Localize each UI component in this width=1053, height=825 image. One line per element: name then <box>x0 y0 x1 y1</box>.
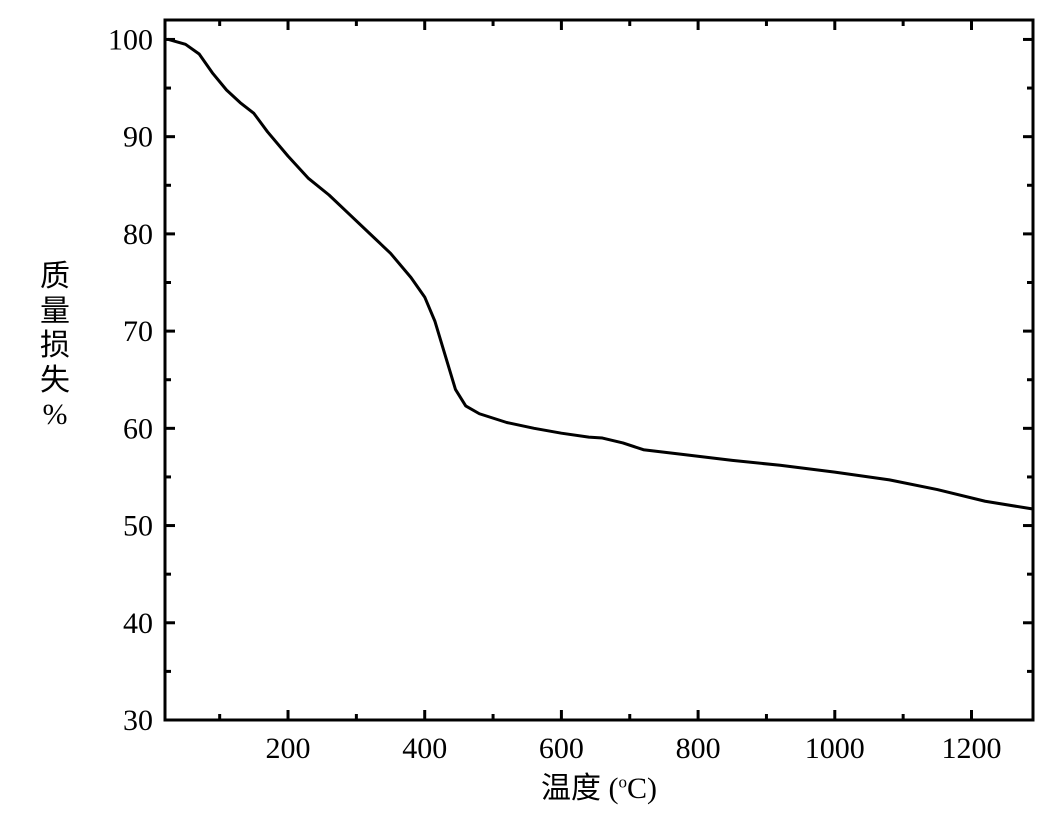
svg-text:40: 40 <box>123 607 153 640</box>
ylabel-char: 量 <box>40 295 70 330</box>
tga-chart: 200 400 600 800 1000 1200 30 40 50 60 70 80 90 100 温度 … <box>0 0 1053 825</box>
ylabel-char: 质 <box>40 260 70 295</box>
svg-text:200: 200 <box>266 732 311 765</box>
svg-text:温度 (oC): 温度 (oC) <box>541 772 657 805</box>
svg-text:60: 60 <box>123 412 153 445</box>
ylabel-percent: % <box>40 398 70 433</box>
svg-text:50: 50 <box>123 510 153 543</box>
svg-text:100: 100 <box>108 23 153 56</box>
svg-text:1000: 1000 <box>805 732 865 765</box>
svg-text:80: 80 <box>123 218 153 251</box>
svg-text:30: 30 <box>123 704 153 737</box>
chart-svg: 200 400 600 800 1000 1200 30 40 50 60 70 80 90 100 温度 … <box>0 0 1053 825</box>
y-axis-label: 质 量 损 失 % <box>40 260 70 433</box>
svg-text:800: 800 <box>676 732 721 765</box>
svg-text:600: 600 <box>539 732 584 765</box>
svg-text:1200: 1200 <box>941 732 1001 765</box>
ylabel-char: 损 <box>40 329 70 364</box>
svg-text:90: 90 <box>123 121 153 154</box>
ylabel-char: 失 <box>40 364 70 399</box>
svg-text:70: 70 <box>123 315 153 348</box>
svg-text:400: 400 <box>402 732 447 765</box>
